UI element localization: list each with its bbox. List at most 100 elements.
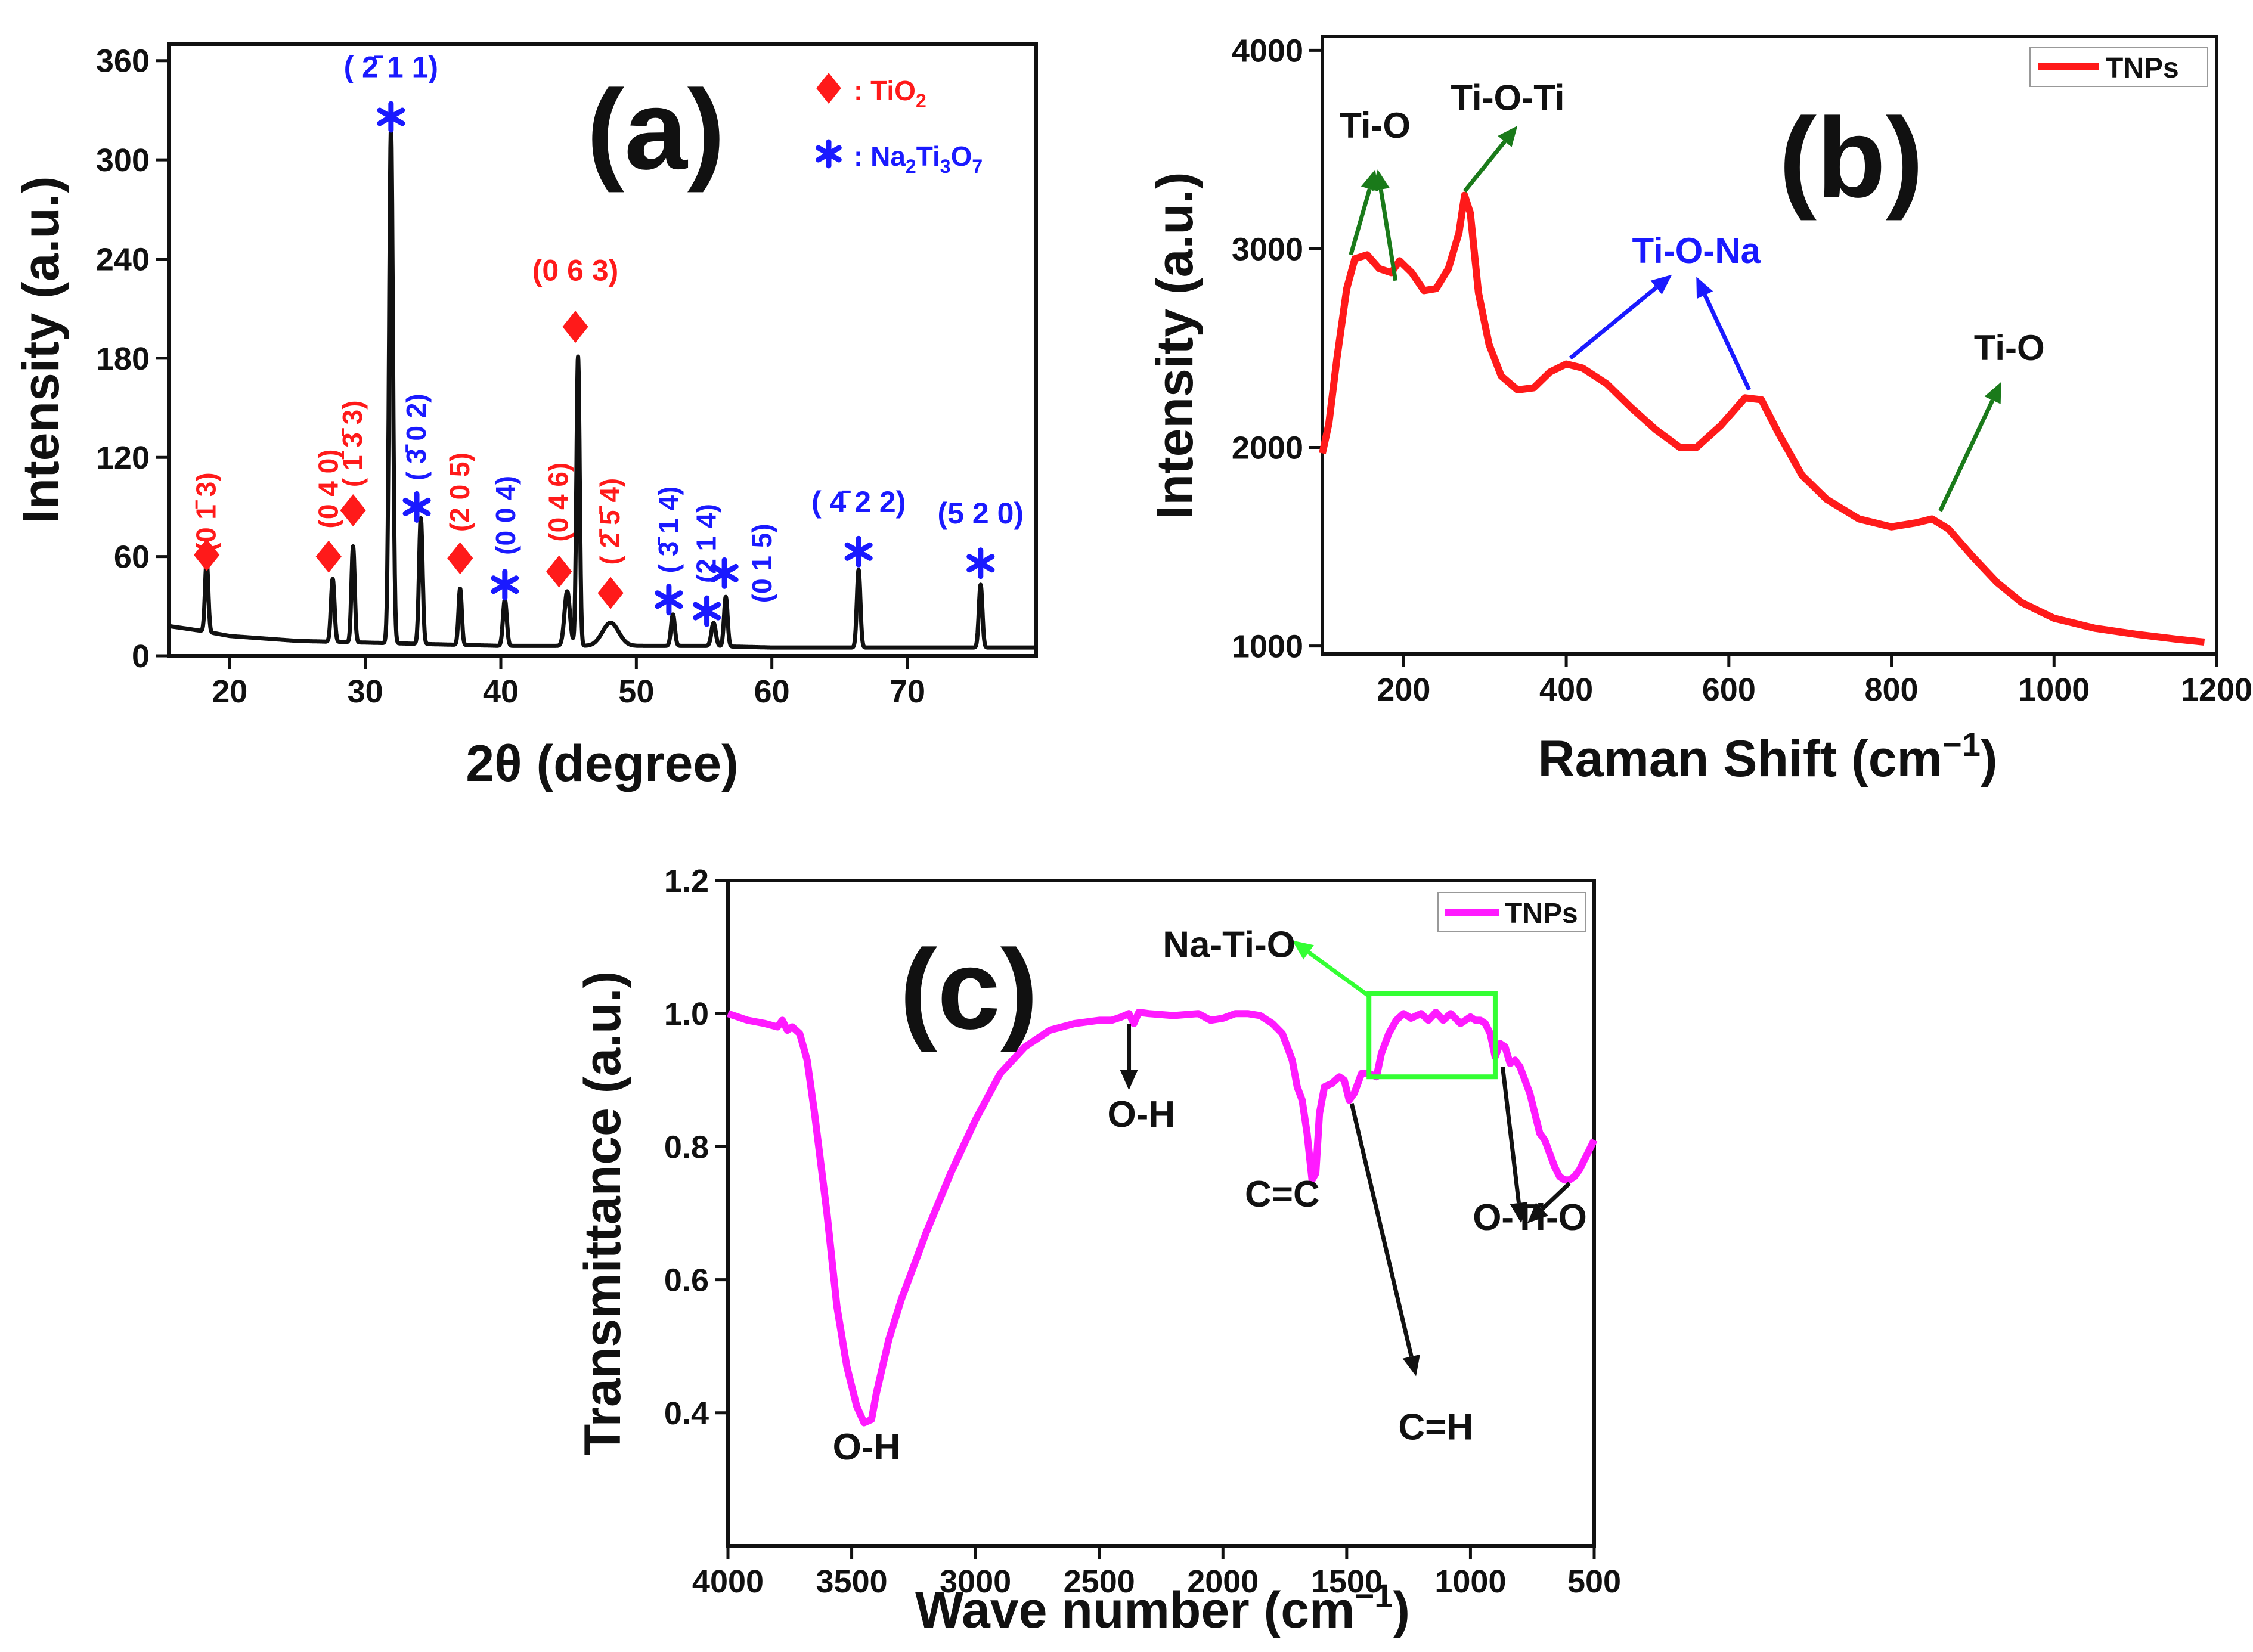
- ftir-arrow-shaft: [1541, 1182, 1571, 1211]
- tio2-diamond-marker: [816, 73, 841, 104]
- raman-arrow-head: [1984, 382, 2001, 404]
- ftir-arrow-shaft: [1349, 1103, 1414, 1357]
- y-tick-label: 360: [96, 44, 150, 79]
- panel-c-ftir-chart: 4000 3500 3000 2500 2000 1500 1000 500 0.4 0.6 0.8…: [574, 863, 1621, 1639]
- tio2-diamond-marker: [546, 555, 572, 588]
- x-axis-title: Raman Shift (cm−1): [1538, 726, 1997, 788]
- plot-frame: [167, 42, 1038, 658]
- raman-arrow-shaft: [1378, 189, 1398, 281]
- x-tick-label: 40: [483, 674, 519, 709]
- miller-index-label: ( 4̄ 2 2): [811, 485, 906, 519]
- miller-index-label: ( 2̄ 1 1): [344, 50, 438, 83]
- y-axis-title: Intensity (a.u.): [1146, 172, 1204, 520]
- x-tick-label: 3000: [940, 1564, 1011, 1600]
- x-axis-title: Wave number (cm−1): [915, 1577, 1410, 1639]
- x-tick-label: 4000: [692, 1564, 764, 1600]
- raman-arrow-head: [1372, 169, 1390, 191]
- y-axis-title: Transmittance (a.u.): [574, 971, 631, 1455]
- tio2-diamond-marker: [194, 538, 220, 571]
- miller-index-label: ( 1̄ 3̄ 3): [337, 400, 368, 487]
- y-tick-label: 1.2: [664, 863, 709, 899]
- raman-arrow-shaft: [1703, 294, 1752, 391]
- tio2-diamond-marker: [340, 494, 366, 526]
- x-tick-label: 200: [1377, 672, 1430, 708]
- legend-label: TNPs: [2106, 52, 2179, 84]
- ftir-arrow-head: [1527, 1202, 1548, 1223]
- miller-index-label: (5 2 0): [938, 497, 1024, 530]
- miller-index-label: (0 1 5): [746, 523, 777, 603]
- na2ti3o7-asterisk-marker: [710, 557, 739, 589]
- plot-frame: [726, 879, 1596, 1548]
- y-tick-label: 300: [96, 142, 150, 178]
- band-assignment-label: Ti-O: [1974, 328, 2045, 368]
- panel-b-raman-chart: 200 400 600 800 1000 1200 1000 2000 3000 4000 Ti-O…: [1146, 33, 2252, 788]
- y-tick-label: 240: [96, 241, 150, 277]
- na2ti3o7-asterisk-marker: [402, 491, 431, 523]
- raman-arrow-head: [1498, 125, 1518, 147]
- band-assignment-label: C=C: [1245, 1174, 1320, 1215]
- y-tick-label: 120: [96, 440, 150, 476]
- na-ti-o-highlight-box: [1366, 991, 1498, 1080]
- raman-arrow-head: [1696, 277, 1713, 299]
- tio2-diamond-marker: [447, 542, 473, 575]
- miller-index-label: (2 0 5): [444, 452, 475, 532]
- y-tick-label: 2000: [1232, 430, 1303, 466]
- ftir-arrow-head: [1402, 1354, 1420, 1377]
- na2ti3o7-asterisk-marker: [844, 535, 873, 568]
- miller-index-label: (0 0 4): [490, 476, 521, 555]
- raman-arrow-shaft: [1462, 140, 1507, 193]
- ftir-arrow-shaft: [1500, 1067, 1521, 1204]
- na2ti3o7-asterisk-marker: [966, 547, 995, 579]
- panel-a-xrd-chart: 20 30 40 50 60 70 0 60 120 180 240 300 360 (0 1̄ 3) (0…: [13, 42, 1038, 792]
- raman-arrow-head: [1650, 274, 1672, 295]
- x-tick-label: 1200: [2181, 672, 2252, 708]
- raman-spectrum-line: [1319, 191, 2205, 646]
- band-assignment-label: O-H: [1107, 1094, 1175, 1135]
- x-tick-label: 60: [754, 674, 790, 709]
- ftir-arrow-head: [1510, 1202, 1528, 1223]
- band-assignment-label: Ti-O-Na: [1632, 231, 1761, 271]
- miller-index-label: (0 1̄ 3): [191, 472, 222, 551]
- y-tick-label: 0: [132, 639, 150, 674]
- x-tick-label: 3500: [816, 1564, 888, 1600]
- y-tick-label: 0.6: [664, 1263, 709, 1298]
- x-tick-label: 30: [348, 674, 383, 709]
- miller-index-label: (0 4 0): [312, 450, 343, 529]
- raman-arrow-shaft: [1938, 399, 1995, 512]
- band-assignment-label: O-H: [833, 1427, 901, 1468]
- raman-arrow-shaft: [1349, 188, 1372, 256]
- na2ti3o7-asterisk-marker: [693, 595, 721, 627]
- x-tick-label: 1500: [1311, 1564, 1383, 1600]
- y-tick-label: 3000: [1232, 231, 1303, 267]
- y-tick-label: 0.8: [664, 1129, 709, 1165]
- band-assignment-label: O-Ti-O: [1473, 1197, 1587, 1238]
- tio2-diamond-marker: [562, 311, 588, 343]
- y-tick-label: 1000: [1232, 629, 1303, 665]
- legend-label: TNPs: [1505, 898, 1578, 929]
- y-axis-title: Intensity (a.u.): [13, 176, 70, 524]
- na2ti3o7-asterisk-marker: [491, 569, 519, 601]
- legend-tio2-text: : TiO2: [854, 75, 926, 111]
- miller-index-label: ( 2̄ 5̄ 4): [594, 478, 625, 565]
- x-tick-label: 400: [1539, 672, 1593, 708]
- panel-b-label: (b): [1779, 95, 1924, 221]
- miller-index-label: ( 3̄ 1 4): [653, 486, 684, 574]
- tio2-diamond-marker: [597, 577, 624, 609]
- na2ti3o7-asterisk-marker: [655, 584, 683, 616]
- miller-index-label: (0 4 6): [543, 463, 574, 542]
- band-assignment-label: Na-Ti-O: [1163, 924, 1296, 965]
- miller-index-label: ( 3̄ 0 2): [401, 393, 432, 481]
- y-tick-label: 60: [114, 540, 150, 575]
- y-tick-label: 1.0: [664, 996, 709, 1032]
- ftir-arrow-head: [1120, 1070, 1138, 1090]
- x-tick-label: 20: [212, 674, 247, 709]
- band-assignment-label: Ti-O-Ti: [1451, 78, 1564, 117]
- ftir-arrow-head: [1292, 940, 1314, 960]
- band-assignment-label: Ti-O: [1340, 106, 1411, 145]
- x-tick-label: 600: [1702, 672, 1756, 708]
- legend-na2ti3o7-text: : Na2Ti3O7: [854, 141, 983, 177]
- na2ti3o7-asterisk-marker: [377, 101, 405, 133]
- panel-c-label: (c): [900, 926, 1038, 1053]
- raman-arrow-shaft: [1569, 286, 1658, 360]
